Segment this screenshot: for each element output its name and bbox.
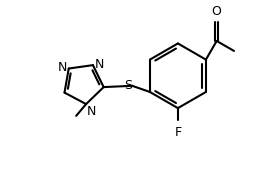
Text: S: S (124, 79, 132, 92)
Text: N: N (58, 61, 67, 74)
Text: F: F (174, 126, 182, 139)
Text: O: O (212, 5, 222, 18)
Text: N: N (87, 105, 96, 118)
Text: N: N (95, 58, 104, 71)
